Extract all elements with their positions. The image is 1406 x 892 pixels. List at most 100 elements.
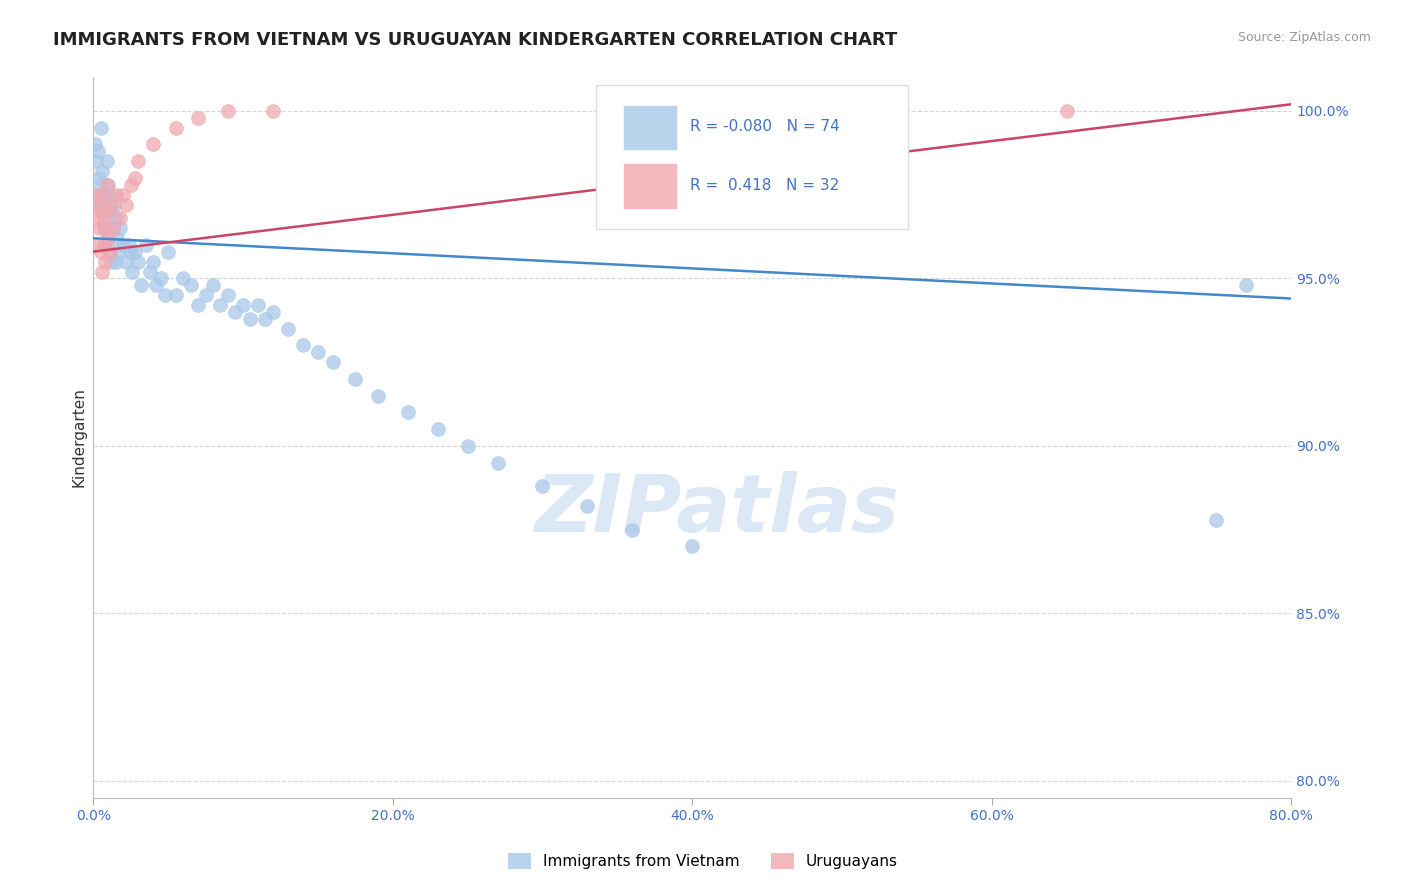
Point bbox=[108, 211, 131, 226]
Point bbox=[344, 372, 367, 386]
Point bbox=[172, 271, 194, 285]
Point bbox=[86, 144, 108, 158]
Point bbox=[84, 211, 107, 226]
Point bbox=[217, 288, 239, 302]
Point bbox=[127, 154, 149, 169]
Point bbox=[217, 103, 239, 118]
Point bbox=[121, 265, 143, 279]
Point bbox=[97, 231, 120, 245]
Point bbox=[93, 221, 115, 235]
Point bbox=[83, 187, 105, 202]
Point bbox=[115, 254, 138, 268]
Point bbox=[98, 187, 121, 202]
Text: IMMIGRANTS FROM VIETNAM VS URUGUAYAN KINDERGARTEN CORRELATION CHART: IMMIGRANTS FROM VIETNAM VS URUGUAYAN KIN… bbox=[53, 31, 897, 49]
Point bbox=[91, 187, 114, 202]
Point bbox=[262, 305, 284, 319]
Point bbox=[246, 298, 269, 312]
Point bbox=[486, 456, 509, 470]
Point bbox=[209, 298, 232, 312]
FancyBboxPatch shape bbox=[596, 85, 908, 228]
Point bbox=[96, 178, 118, 192]
Point bbox=[187, 111, 209, 125]
Point bbox=[1234, 278, 1257, 293]
Point bbox=[112, 238, 135, 252]
Point bbox=[97, 204, 120, 219]
Point bbox=[277, 321, 299, 335]
Point bbox=[307, 345, 329, 359]
Point bbox=[165, 120, 187, 135]
Point bbox=[120, 178, 142, 192]
Point bbox=[89, 221, 111, 235]
Point bbox=[224, 305, 246, 319]
Point bbox=[129, 278, 152, 293]
Y-axis label: Kindergarten: Kindergarten bbox=[72, 388, 86, 488]
Bar bbox=[623, 163, 676, 209]
Point bbox=[1205, 513, 1227, 527]
Bar bbox=[623, 104, 676, 150]
Point bbox=[201, 278, 224, 293]
Point bbox=[90, 244, 112, 259]
Point bbox=[101, 221, 124, 235]
Point bbox=[149, 271, 172, 285]
Point bbox=[93, 211, 115, 226]
Point bbox=[232, 298, 254, 312]
Point bbox=[100, 204, 122, 219]
Point bbox=[194, 288, 217, 302]
Legend: Immigrants from Vietnam, Uruguayans: Immigrants from Vietnam, Uruguayans bbox=[502, 847, 904, 875]
Point bbox=[86, 238, 108, 252]
Point bbox=[89, 198, 111, 212]
Point bbox=[89, 170, 111, 185]
Text: R =  0.418   N = 32: R = 0.418 N = 32 bbox=[690, 178, 839, 193]
Point bbox=[90, 120, 112, 135]
Point bbox=[681, 540, 703, 554]
Point bbox=[457, 439, 479, 453]
Point bbox=[153, 288, 176, 302]
Point bbox=[104, 254, 127, 268]
Point bbox=[90, 178, 112, 192]
Point bbox=[142, 254, 165, 268]
Point bbox=[1056, 103, 1078, 118]
Point bbox=[291, 338, 314, 352]
Point bbox=[84, 154, 107, 169]
Point bbox=[98, 244, 121, 259]
Point bbox=[112, 187, 135, 202]
Point bbox=[94, 198, 117, 212]
Point bbox=[90, 204, 112, 219]
Point bbox=[94, 254, 117, 268]
Point bbox=[96, 154, 118, 169]
Point bbox=[104, 211, 127, 226]
Point bbox=[98, 244, 121, 259]
Point bbox=[180, 278, 202, 293]
Point bbox=[239, 311, 262, 326]
Point bbox=[94, 211, 117, 226]
Point bbox=[145, 278, 167, 293]
Point bbox=[124, 244, 146, 259]
Point bbox=[127, 254, 149, 268]
Point bbox=[115, 198, 138, 212]
Text: R = -0.080   N = 74: R = -0.080 N = 74 bbox=[690, 120, 839, 135]
Point bbox=[367, 389, 389, 403]
Point bbox=[254, 311, 277, 326]
Point bbox=[100, 254, 122, 268]
Point bbox=[100, 198, 122, 212]
Point bbox=[426, 422, 449, 436]
Point bbox=[96, 238, 118, 252]
Point bbox=[93, 187, 115, 202]
Text: Source: ZipAtlas.com: Source: ZipAtlas.com bbox=[1237, 31, 1371, 45]
Point bbox=[101, 221, 124, 235]
Point bbox=[91, 265, 114, 279]
Point bbox=[86, 187, 108, 202]
Point bbox=[124, 170, 146, 185]
Point bbox=[107, 244, 129, 259]
Point bbox=[531, 479, 554, 493]
Point bbox=[97, 231, 120, 245]
Point bbox=[262, 103, 284, 118]
Point bbox=[621, 523, 644, 537]
Point bbox=[97, 178, 120, 192]
Point bbox=[142, 137, 165, 152]
Point bbox=[93, 238, 115, 252]
Point bbox=[105, 231, 128, 245]
Point bbox=[86, 198, 108, 212]
Point bbox=[91, 204, 114, 219]
Point bbox=[322, 355, 344, 369]
